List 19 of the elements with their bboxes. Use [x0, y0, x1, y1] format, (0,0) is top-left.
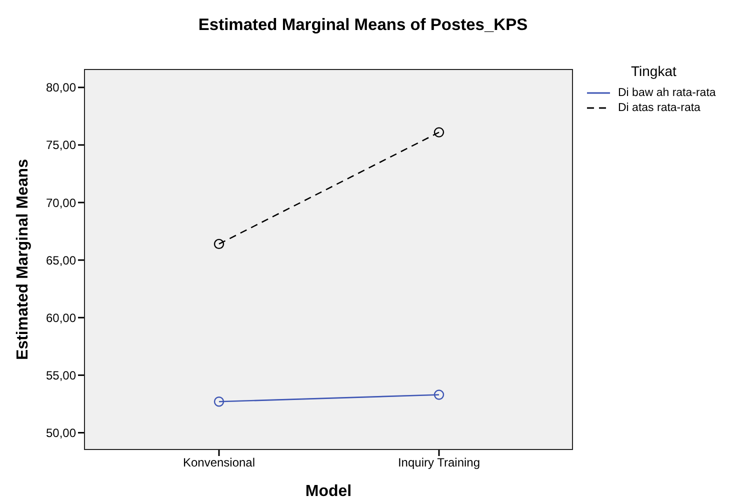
point: [434, 390, 444, 400]
y-tick-label: 50,00: [46, 426, 76, 440]
x-tick-label: Inquiry Training: [398, 456, 480, 470]
y-tick-label: 55,00: [46, 368, 76, 382]
y-tick-label: 80,00: [46, 80, 76, 95]
legend-label: Di baw ah rata-rata: [618, 86, 716, 98]
y-tick-label: 60,00: [46, 310, 76, 325]
y-axis-title: Estimated Marginal Means: [14, 158, 32, 360]
chart-title: Estimated Marginal Means of Postes_KPS: [197, 16, 529, 35]
point: [214, 396, 224, 407]
y-tick-label: 70,00: [46, 196, 76, 210]
legend-title: Tingkat: [631, 63, 678, 79]
legend-label: Di atas rata-rata: [618, 102, 700, 114]
point: [214, 238, 224, 250]
x-tick-label: Konvensional: [182, 456, 256, 470]
point: [434, 127, 444, 138]
x-axis-title: Model: [305, 483, 352, 498]
y-tick-label: 75,00: [46, 138, 76, 152]
y-tick-label: 65,00: [46, 253, 76, 268]
